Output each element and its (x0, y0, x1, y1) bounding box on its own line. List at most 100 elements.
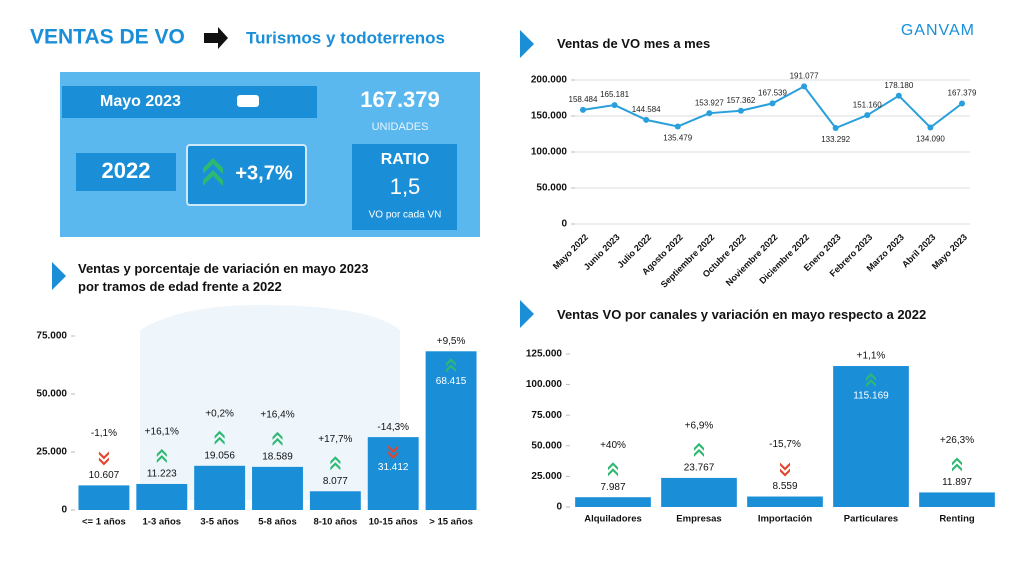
kpi-year: 2022 (102, 158, 151, 183)
kpi-ratio-title: RATIO (381, 151, 430, 168)
y-tick-label: 50.000 (36, 389, 67, 400)
x-tick-label: 1-3 años (143, 517, 182, 528)
value-label: 23.767 (684, 463, 715, 474)
up-arrow (156, 448, 167, 463)
kpi-change-box (186, 144, 307, 206)
point (580, 106, 586, 113)
x-tick-label: 8-10 años (313, 517, 357, 528)
bar (575, 497, 651, 507)
up-icon (203, 158, 223, 186)
value-label: 18.589 (262, 452, 293, 463)
down-arrow (388, 445, 399, 460)
change-label: +16,4% (260, 410, 294, 421)
value-label: 157.362 (726, 96, 755, 105)
bar (919, 492, 995, 507)
kpi-band (76, 153, 176, 191)
y-tick-label: 150.000 (531, 111, 568, 122)
x-tick-label: Importación (758, 514, 813, 525)
kpi-ratio: 1,5 (390, 174, 421, 199)
car-icon (237, 95, 259, 107)
x-tick-label: Particulares (844, 514, 898, 525)
point (611, 102, 618, 109)
kpi-period: Mayo 2023 (100, 93, 181, 110)
value-label: 153.927 (695, 98, 724, 107)
change-label: +1,1% (857, 351, 886, 362)
value-label: 178.180 (884, 81, 913, 90)
value-label: 167.539 (758, 88, 787, 97)
value-label: 144.584 (632, 105, 661, 114)
chart-title: Ventas de VO mes a mes (557, 36, 711, 51)
up-arrow (694, 442, 704, 457)
x-tick-label: <= 1 años (82, 517, 126, 528)
value-label: 158.484 (569, 95, 598, 104)
arrow-icon (204, 27, 228, 49)
change-label: +9,5% (437, 336, 466, 347)
section-marker (52, 262, 66, 290)
change-label: +40% (600, 440, 626, 451)
chart-title: Ventas y porcentaje de variación en mayo… (78, 261, 369, 294)
background-car (140, 305, 400, 500)
y-tick-label: 75.000 (531, 410, 562, 421)
value-label: 165.181 (600, 90, 629, 99)
brand: GANVAM (901, 22, 975, 39)
bar (252, 466, 303, 510)
up-arrow (608, 462, 618, 477)
value-label: 31.412 (378, 462, 409, 473)
value-label: 135.479 (663, 134, 692, 143)
kpi-ratio-note: VO por cada VN (369, 210, 442, 221)
x-tick-label: 3-5 años (200, 517, 239, 528)
point (832, 125, 839, 132)
chart-title: Ventas VO por canales y variación en may… (557, 307, 927, 322)
section-marker (520, 30, 534, 58)
kpi-unit: UNIDADES (372, 121, 429, 133)
y-tick-label: 125.000 (526, 349, 563, 360)
kpi-band (62, 86, 317, 118)
chart-title-box: Ventas de VO mes a mes (557, 36, 711, 51)
y-tick-label: 0 (561, 219, 567, 230)
y-tick-label: 0 (556, 502, 562, 513)
value-label: 8.559 (772, 481, 797, 492)
change-label: -1,1% (91, 428, 117, 439)
point (643, 116, 650, 123)
y-tick-label: 100.000 (531, 147, 568, 158)
change-label: -15,7% (769, 439, 801, 450)
bar (425, 351, 477, 510)
x-tick-label: Renting (939, 514, 975, 525)
value-label: 19.056 (204, 450, 235, 461)
y-tick-label: 50.000 (531, 440, 562, 451)
up-arrow (214, 430, 225, 445)
up-arrow (952, 457, 962, 472)
bar (78, 485, 130, 510)
y-tick-label: 0 (61, 505, 67, 516)
change-label: +17,7% (318, 434, 352, 445)
bar (661, 477, 737, 507)
x-tick-label: > 15 años (429, 517, 473, 528)
kpi-total: 167.379 (360, 87, 440, 112)
point (895, 92, 902, 99)
y-tick-label: 100.000 (526, 379, 563, 390)
page-subtitle: Turismos y todoterrenos (246, 28, 445, 47)
point (959, 100, 965, 107)
x-tick-label: Septiembre 2022 (659, 232, 717, 290)
y-tick-label: 50.000 (536, 183, 567, 194)
change-label: +0,2% (205, 408, 234, 419)
value-label: 134.090 (916, 135, 945, 144)
point (801, 83, 808, 90)
down-arrow (98, 451, 109, 466)
bar (194, 465, 246, 510)
up-arrow (272, 431, 283, 446)
change-label: +16,1% (145, 427, 179, 438)
up-arrow (446, 358, 457, 373)
x-tick-label: 5-8 años (258, 517, 297, 528)
value-label: 133.292 (821, 135, 850, 144)
change-label: -14,3% (377, 422, 409, 433)
point (769, 100, 776, 107)
value-label: 167.379 (948, 89, 977, 98)
up-arrow (866, 373, 876, 388)
value-label: 7.987 (600, 482, 625, 493)
page-title: VENTAS DE VO (30, 26, 185, 49)
y-tick-label: 25.000 (36, 447, 67, 458)
point (927, 124, 934, 131)
value-label: 191.077 (790, 72, 819, 81)
